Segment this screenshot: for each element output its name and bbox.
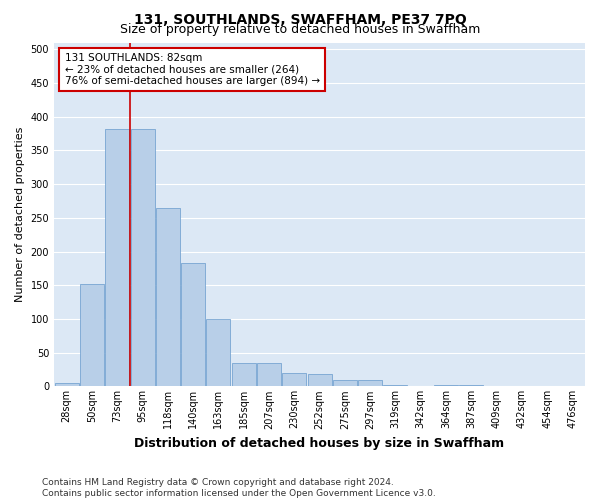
Y-axis label: Number of detached properties: Number of detached properties xyxy=(15,127,25,302)
Bar xyxy=(282,373,306,386)
Bar xyxy=(131,129,155,386)
Text: 131, SOUTHLANDS, SWAFFHAM, PE37 7PQ: 131, SOUTHLANDS, SWAFFHAM, PE37 7PQ xyxy=(134,12,466,26)
Bar xyxy=(333,380,357,386)
Bar xyxy=(358,380,382,386)
Bar xyxy=(459,385,483,386)
Bar xyxy=(55,383,79,386)
Text: Contains HM Land Registry data © Crown copyright and database right 2024.
Contai: Contains HM Land Registry data © Crown c… xyxy=(42,478,436,498)
Bar xyxy=(181,263,205,386)
Bar xyxy=(156,208,180,386)
Bar xyxy=(383,385,407,386)
Bar xyxy=(232,363,256,386)
Bar xyxy=(308,374,332,386)
Bar xyxy=(206,319,230,386)
Bar xyxy=(80,284,104,386)
Text: 131 SOUTHLANDS: 82sqm
← 23% of detached houses are smaller (264)
76% of semi-det: 131 SOUTHLANDS: 82sqm ← 23% of detached … xyxy=(65,53,320,86)
Bar xyxy=(257,363,281,386)
Bar xyxy=(434,385,458,386)
X-axis label: Distribution of detached houses by size in Swaffham: Distribution of detached houses by size … xyxy=(134,437,505,450)
Bar xyxy=(105,129,129,386)
Text: Size of property relative to detached houses in Swaffham: Size of property relative to detached ho… xyxy=(120,22,480,36)
